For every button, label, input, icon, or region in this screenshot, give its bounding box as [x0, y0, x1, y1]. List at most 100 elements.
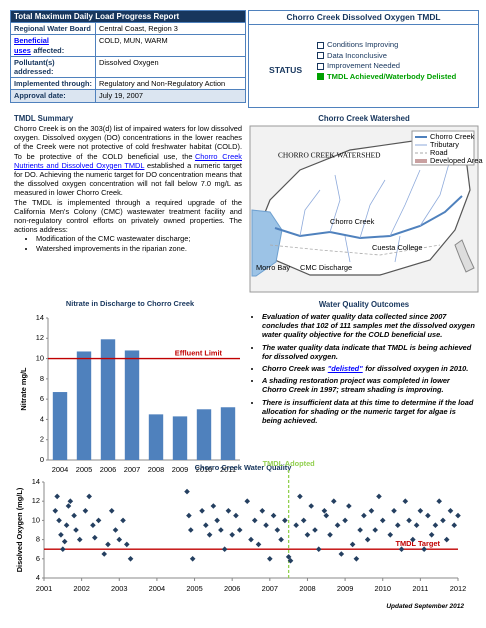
- point: [421, 546, 427, 552]
- point: [387, 532, 394, 538]
- point: [346, 503, 352, 509]
- checkbox: [317, 52, 324, 59]
- text: Regional Water Board: [14, 24, 91, 34]
- point: [86, 493, 92, 500]
- point: [274, 527, 281, 533]
- x-tick-label: 2009: [337, 584, 353, 593]
- point: [233, 512, 239, 519]
- text: Chorro Creek is on the 303(d) list of im…: [14, 124, 242, 161]
- x-tick-label: 2010: [375, 584, 391, 593]
- link[interactable]: Chorro Creek Nutrients and Dissolved Oxy…: [14, 151, 243, 170]
- point: [251, 517, 258, 524]
- bay: [251, 209, 283, 277]
- reference-label: TMDL Target: [396, 539, 441, 548]
- summary: Chorro Creek is on the 303(d) list of im…: [14, 124, 242, 253]
- point: [451, 522, 458, 528]
- point: [270, 512, 277, 519]
- text: for dissolved oxygen in 2010.: [365, 364, 469, 374]
- map-title: Chorro Creek Watershed: [318, 114, 410, 123]
- map-name: CHORRO CREEK WATERSHED: [278, 151, 381, 160]
- point: [331, 498, 337, 504]
- legend-label: Developed Area: [430, 156, 483, 165]
- point: [76, 536, 83, 543]
- bar: [124, 350, 140, 460]
- x-tick-label: 2009: [172, 465, 188, 474]
- point: [206, 532, 213, 538]
- point: [186, 512, 192, 519]
- point: [413, 522, 420, 528]
- map-label: Morro Bay: [256, 263, 290, 272]
- map-label: CMC Discharge: [300, 263, 352, 272]
- header-table: Total Maximum Daily Load Progress Report…: [10, 9, 246, 103]
- point: [327, 532, 333, 538]
- x-tick-label: 2008: [299, 584, 315, 593]
- point: [225, 508, 232, 514]
- point: [321, 508, 328, 514]
- point: [244, 498, 251, 504]
- bullet: The water quality data indicate that TMD…: [262, 343, 476, 361]
- vertical-label: TMDL Adopted: [263, 459, 316, 468]
- text: Implemented through:: [14, 79, 93, 89]
- status-option: TMDL Achieved/Waterbody Delisted: [317, 72, 456, 83]
- point: [199, 508, 205, 514]
- point: [127, 556, 134, 562]
- point: [297, 493, 303, 500]
- row-value: COLD, MUN, WARM: [95, 34, 246, 57]
- text: Chorro Creek was: [262, 364, 326, 374]
- point: [342, 517, 348, 524]
- x-tick-label: 2001: [36, 584, 52, 593]
- point: [189, 556, 196, 562]
- point: [278, 536, 284, 543]
- point: [52, 508, 59, 514]
- point: [304, 532, 311, 538]
- status-option: Improvement Needed: [317, 61, 456, 72]
- point: [95, 517, 102, 524]
- point: [214, 517, 220, 524]
- point: [455, 512, 461, 519]
- point: [263, 522, 269, 528]
- summary-heading: TMDL Summary: [14, 114, 74, 123]
- point: [368, 508, 375, 514]
- bar: [100, 339, 116, 460]
- point: [184, 488, 190, 495]
- header-row: Beneficial uses affected: COLD, MUN, WARM: [10, 34, 246, 57]
- point: [376, 493, 382, 500]
- point: [82, 508, 89, 514]
- point: [285, 554, 292, 560]
- row-value: Central Coast, Region 3: [95, 22, 246, 36]
- link[interactable]: "delisted": [327, 364, 363, 374]
- outcomes: Evaluation of water quality data collect…: [250, 312, 476, 428]
- point: [410, 536, 416, 543]
- bullet: Modification of the CMC wastewater disch…: [36, 234, 242, 243]
- point: [221, 546, 228, 552]
- text: There is insufficient data at this time …: [262, 397, 474, 426]
- row-label: Regional Water Board: [10, 22, 96, 36]
- map-label: Chorro Creek: [330, 217, 375, 226]
- y-tick-label: 8: [40, 374, 44, 383]
- tributaries: [299, 159, 451, 263]
- point: [293, 522, 299, 528]
- bar: [220, 407, 236, 460]
- point: [432, 522, 439, 528]
- link[interactable]: Beneficial uses: [14, 36, 49, 55]
- y-tick-label: 2: [40, 435, 44, 444]
- option-text: TMDL Achieved/Waterbody Delisted: [327, 71, 457, 81]
- point: [364, 536, 371, 543]
- point: [218, 527, 224, 533]
- paragraph: Chorro Creek is on the 303(d) list of im…: [14, 124, 242, 198]
- point: [402, 498, 409, 504]
- point: [287, 557, 294, 564]
- point: [259, 508, 266, 514]
- point: [406, 517, 412, 524]
- point: [108, 508, 115, 514]
- x-tick-label: 2003: [111, 584, 127, 593]
- point: [391, 508, 397, 514]
- checkbox: [317, 73, 324, 80]
- point: [58, 532, 64, 538]
- x-tick-label: 2012: [450, 584, 466, 593]
- y-tick-label: 4: [36, 573, 40, 582]
- point: [101, 551, 108, 557]
- point: [105, 541, 111, 548]
- row-label: Pollutant(s) addressed:: [10, 55, 96, 79]
